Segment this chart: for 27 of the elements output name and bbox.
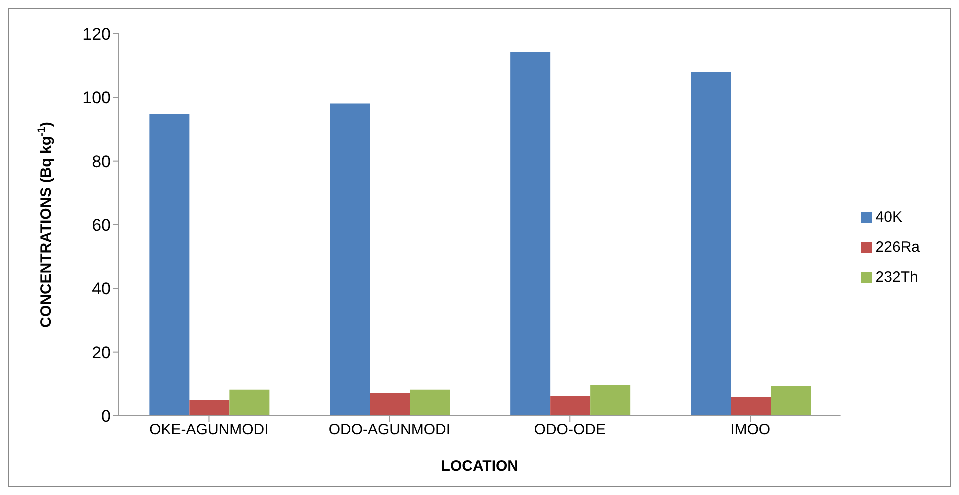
legend-label: 232Th <box>876 268 918 286</box>
bar <box>410 390 450 416</box>
legend-label: 226Ra <box>876 238 920 256</box>
bar <box>150 114 190 416</box>
bar <box>590 385 631 416</box>
bar <box>230 390 270 416</box>
y-tick-label: 60 <box>92 216 111 236</box>
x-tick-label: ODO-AGUNMODI <box>328 422 451 439</box>
y-tick-label: 100 <box>82 88 111 108</box>
bar <box>370 393 410 416</box>
bar <box>771 386 812 416</box>
x-tick-label: IMOO <box>730 422 771 439</box>
x-axis-title: LOCATION <box>441 458 519 475</box>
bar <box>510 52 551 416</box>
y-tick-label: 40 <box>92 280 111 299</box>
bar <box>731 398 772 416</box>
x-tick-label: ODO-ODE <box>534 422 606 439</box>
bar <box>550 396 591 416</box>
bar <box>190 400 230 416</box>
x-tick-label: OKE-AGUNMODI <box>150 422 269 439</box>
y-tick-label: 120 <box>82 25 111 44</box>
y-tick-label: 0 <box>102 407 111 426</box>
y-tick-label: 80 <box>92 152 111 172</box>
bar <box>330 104 370 416</box>
legend-label: 40K <box>876 208 902 226</box>
bar <box>691 72 732 416</box>
y-tick-label: 20 <box>92 343 111 362</box>
